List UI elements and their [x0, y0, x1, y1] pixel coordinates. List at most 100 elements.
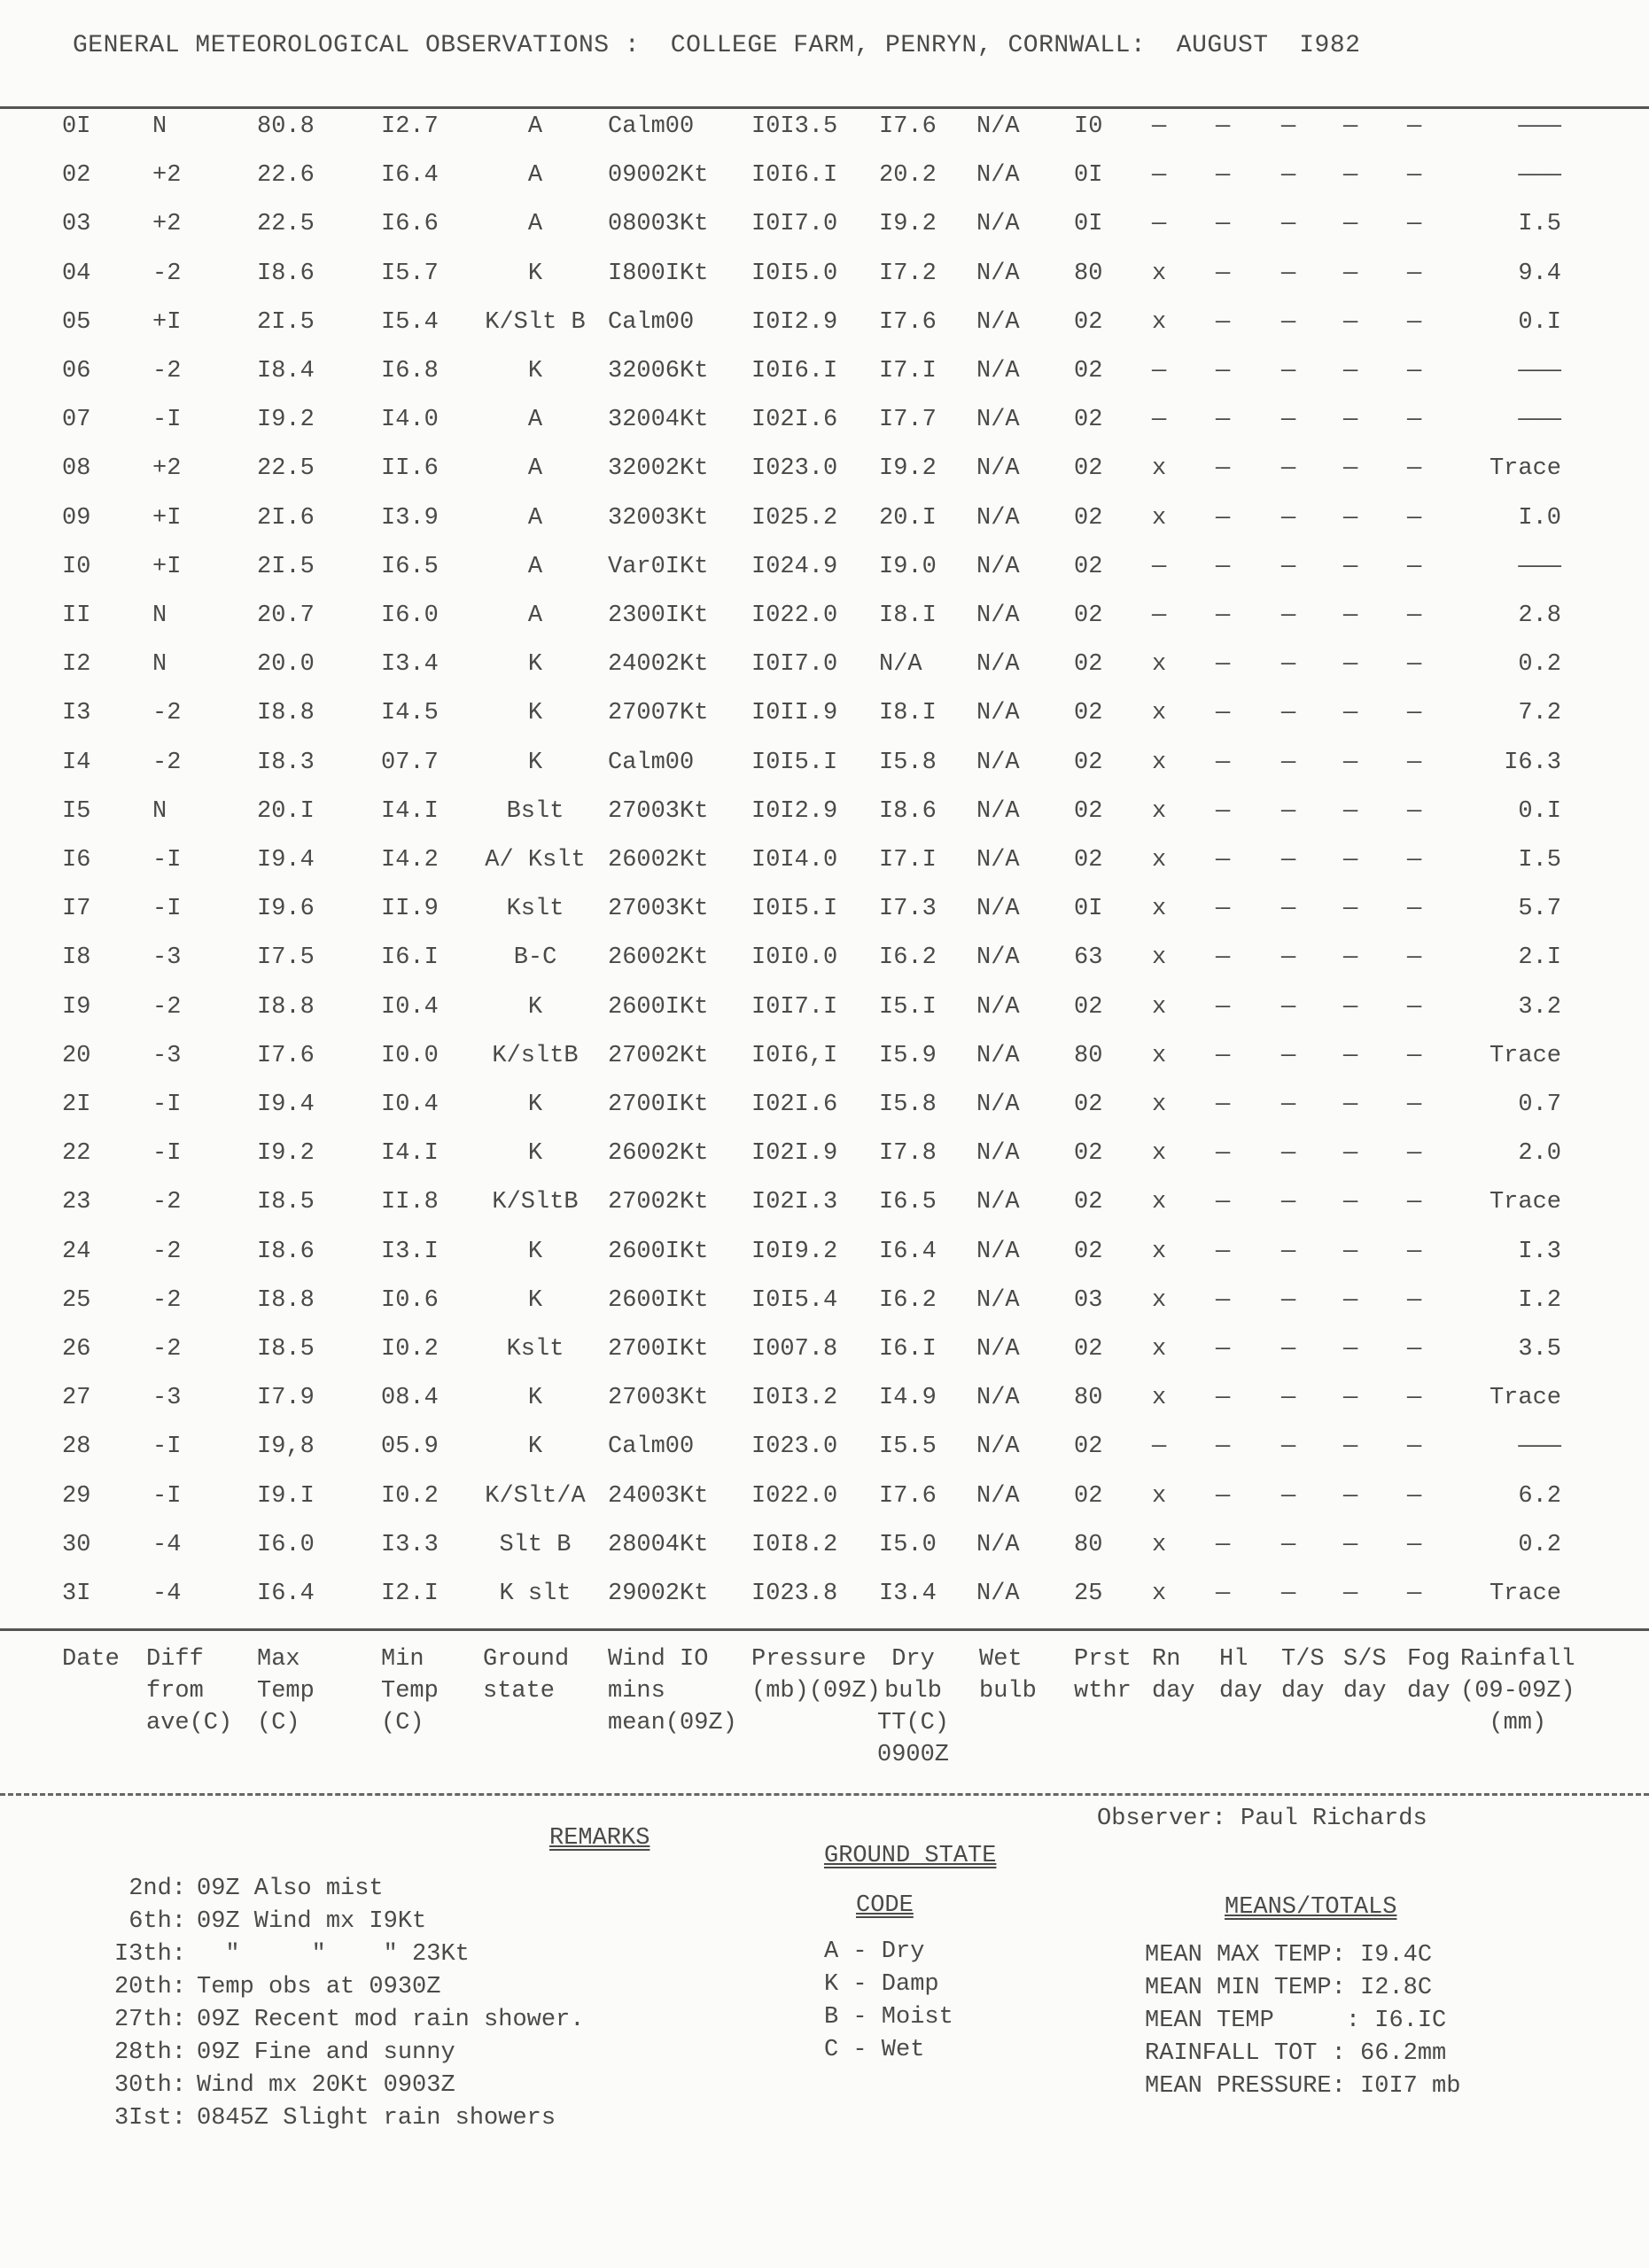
cell-pressure: I0I2.9 — [751, 797, 838, 825]
cell-ground: K — [527, 260, 543, 287]
header-fog: Fog day — [1407, 1646, 1451, 1705]
cell-max: I8.4 — [257, 358, 315, 384]
cell-ground: Kslt — [506, 1336, 564, 1363]
header-wind: Wind IO mins mean(09Z) — [608, 1646, 737, 1736]
cell-max: I9.4 — [257, 847, 315, 874]
table-row: I9 -2 I8.8 I0.4 K 2600IKt I0I7.I I5.I N/A 02 x — — — —… — [0, 994, 1649, 1038]
cell-min: I0.2 — [381, 1482, 439, 1510]
cell-ts: — — [1281, 896, 1296, 923]
table-row: 07 -I I9.2 I4.0 A 32004Kt I02I.6 I7.7 N/A 02— — — — —… — [0, 407, 1649, 451]
cell-pressure: I024.9 — [751, 553, 838, 580]
cell-fog: — — [1407, 797, 1422, 825]
cell-fog: — — [1407, 700, 1422, 727]
header-rain: Rainfall (09-09Z) (mm) — [1460, 1646, 1575, 1736]
remark-text: 09Z Also mist — [197, 1876, 384, 1902]
cell-max: 22.5 — [257, 455, 315, 483]
cell-ts: — — [1281, 113, 1296, 140]
cell-ground: K — [527, 1433, 543, 1461]
cell-ss: — — [1343, 1042, 1358, 1069]
cell-wet: N/A — [976, 651, 1020, 679]
cell-max: I9.2 — [257, 407, 315, 434]
cell-hl: — — [1216, 1238, 1231, 1265]
cell-wind: 27002Kt — [608, 1042, 709, 1069]
cell-diff: -I — [152, 896, 182, 923]
cell-ground: A — [527, 162, 543, 190]
cell-min: I6.0 — [381, 602, 439, 629]
cell-ss: — — [1343, 993, 1358, 1021]
cell-date: 07 — [62, 407, 91, 434]
cell-pressure: I0I7.0 — [751, 651, 838, 679]
cell-max: I8.8 — [257, 700, 315, 727]
cell-dry: I6.5 — [879, 1189, 937, 1216]
cell-prst: 02 — [1074, 1140, 1103, 1168]
cell-fog: — — [1407, 407, 1422, 434]
cell-prst: I0 — [1074, 113, 1103, 140]
cell-hl: — — [1216, 1140, 1231, 1168]
cell-wet: N/A — [976, 993, 1020, 1021]
cell-rain: 0.I — [1518, 797, 1561, 825]
cell-ground: A/ Kslt — [485, 847, 586, 874]
cell-min: I0.0 — [381, 1042, 439, 1069]
cell-min: I6.4 — [381, 162, 439, 190]
cell-wind: 2300IKt — [608, 602, 709, 629]
cell-rain: Trace — [1489, 1581, 1561, 1607]
cell-max: I6.0 — [257, 1531, 315, 1558]
cell-ss: — — [1343, 1336, 1358, 1363]
cell-fog: — — [1407, 260, 1422, 287]
cell-date: I6 — [62, 847, 91, 874]
cell-date: I4 — [62, 749, 91, 776]
cell-wet: N/A — [976, 749, 1020, 776]
cell-diff: -I — [152, 1482, 182, 1510]
cell-date: II — [62, 602, 91, 629]
cell-hl: — — [1216, 1385, 1231, 1412]
cell-ts: — — [1281, 211, 1296, 238]
cell-ground: K/Slt B — [485, 308, 586, 336]
cell-max: I7.5 — [257, 944, 315, 972]
cell-hl: — — [1216, 749, 1231, 776]
top-rule — [0, 106, 1649, 109]
cell-ss: — — [1343, 1482, 1358, 1510]
cell-date: 03 — [62, 211, 91, 238]
cell-diff: -3 — [152, 1042, 182, 1069]
cell-pressure: I02I.3 — [751, 1189, 838, 1216]
cell-wet: N/A — [976, 162, 1020, 190]
cell-wind: 2600IKt — [608, 1286, 709, 1314]
cell-diff: -I — [152, 1433, 182, 1461]
cell-ground: B-C — [513, 944, 557, 972]
cell-max: I9,8 — [257, 1433, 315, 1461]
cell-rain: I.5 — [1518, 847, 1561, 874]
cell-rain: 3.2 — [1518, 993, 1561, 1021]
cell-rn: x — [1152, 1336, 1167, 1363]
cell-rain: 0.2 — [1518, 651, 1561, 679]
cell-dry: I7.I — [879, 847, 937, 874]
cell-hl: — — [1216, 993, 1231, 1021]
cell-rn: x — [1152, 1189, 1167, 1216]
cell-prst: 02 — [1074, 1091, 1103, 1118]
cell-pressure: I0I0.0 — [751, 944, 838, 972]
cell-max: I8.8 — [257, 1286, 315, 1314]
cell-pressure: I023.0 — [751, 1433, 838, 1461]
ground-code: B - Moist — [824, 2004, 953, 2031]
cell-max: I8.8 — [257, 993, 315, 1021]
cell-min: I0.6 — [381, 1286, 439, 1314]
cell-rn: x — [1152, 1385, 1167, 1412]
cell-min: I3.3 — [381, 1531, 439, 1558]
cell-wind: 27003Kt — [608, 896, 709, 923]
cell-ts: — — [1281, 651, 1296, 679]
cell-min: I3.I — [381, 1238, 439, 1265]
cell-max: I8.6 — [257, 1238, 315, 1265]
header-pressure: Pressure (mb)(09Z) — [751, 1646, 881, 1705]
cell-fog: — — [1407, 896, 1422, 923]
cell-prst: 02 — [1074, 1336, 1103, 1363]
cell-diff: -2 — [152, 1336, 182, 1363]
table-row: 08 +2 22.5 II.6 A 32002Kt I023.0 I9.2 N/A 02 x — — — —… — [0, 455, 1649, 500]
cell-ss: — — [1343, 553, 1358, 580]
table-row: 09 +I 2I.6 I3.9 A 32003Kt I025.2 20.I N/A 02 x — — — —… — [0, 505, 1649, 549]
cell-wet: N/A — [976, 1531, 1020, 1558]
cell-prst: 02 — [1074, 602, 1103, 629]
cell-hl: — — [1216, 1482, 1231, 1510]
cell-max: 2I.6 — [257, 504, 315, 532]
cell-min: I2.7 — [381, 113, 439, 140]
cell-date: 05 — [62, 308, 91, 336]
cell-dry: I5.9 — [879, 1042, 937, 1069]
